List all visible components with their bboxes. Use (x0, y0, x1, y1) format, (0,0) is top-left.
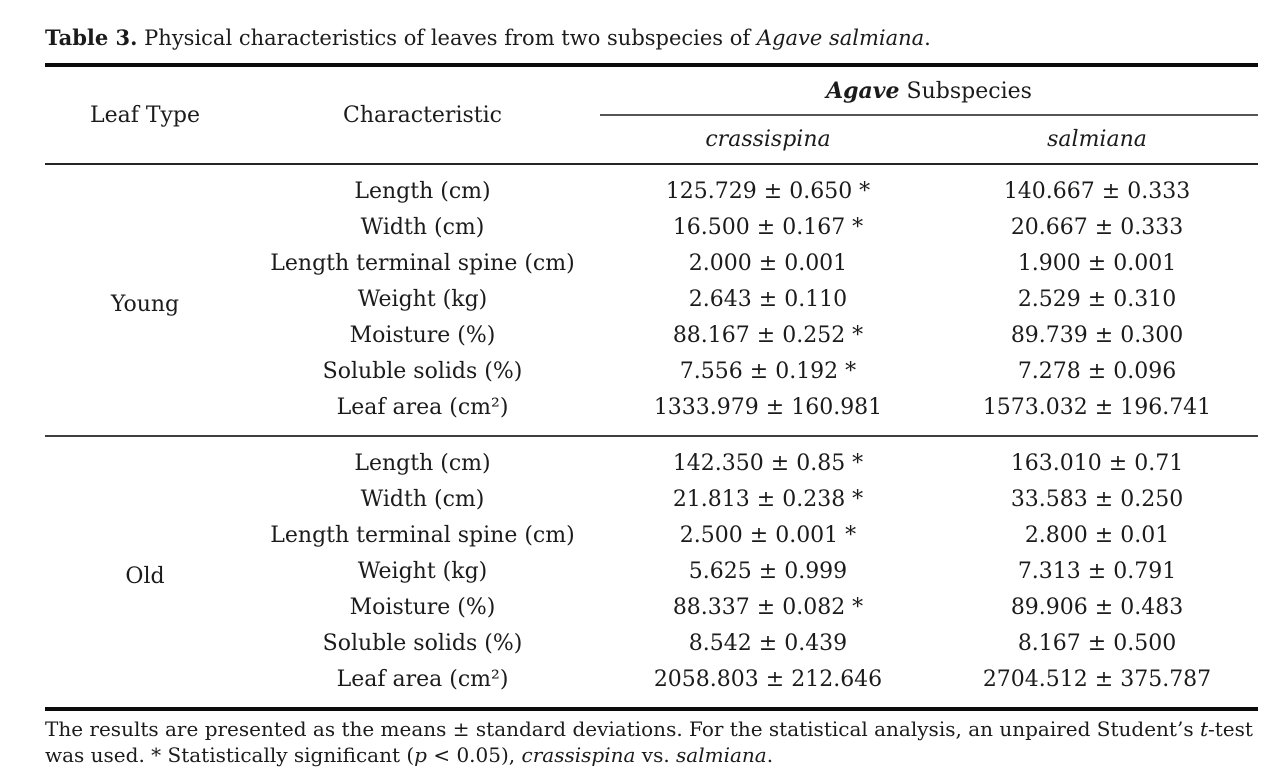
footnote-text: . (766, 743, 774, 767)
value-cell-salmiana: 140.667 ± 0.333 (1003, 179, 1191, 204)
value-cell-crassispina: 88.167 ± 0.252 * (672, 323, 864, 348)
table-row: Width (cm) 16.500 ± 0.167 * 20.667 ± 0.3… (45, 210, 1258, 246)
table-row: Moisture (%) 88.337 ± 0.082 * 89.906 ± 0… (45, 590, 1258, 626)
leaf-type-cell: Young (110, 291, 180, 317)
header-row-subspecies: crassispina salmiana (45, 115, 1259, 165)
value-cell-salmiana: 1573.032 ± 196.741 (982, 395, 1212, 420)
footnote-text: vs. (635, 743, 677, 767)
table-row: Moisture (%) 88.167 ± 0.252 * 89.739 ± 0… (45, 318, 1258, 354)
section-old: Old Length (cm) 142.350 ± 0.85 * 163.010… (45, 436, 1258, 709)
header-characteristic: Characteristic (245, 65, 600, 165)
characteristic-cell: Moisture (%) (349, 323, 496, 348)
characteristic-cell: Leaf area (cm²) (336, 395, 509, 420)
value-cell-crassispina: 1333.979 ± 160.981 (653, 395, 883, 420)
characteristic-cell: Width (cm) (360, 215, 485, 240)
value-cell-salmiana: 7.278 ± 0.096 (1017, 359, 1177, 384)
value-cell-salmiana: 7.313 ± 0.791 (1017, 559, 1177, 584)
characteristic-cell: Weight (kg) (357, 287, 488, 312)
characteristic-cell: Length terminal spine (cm) (270, 251, 575, 276)
value-cell-salmiana: 163.010 ± 0.71 (1010, 451, 1184, 476)
table-row: Length terminal spine (cm) 2.500 ± 0.001… (45, 518, 1258, 554)
value-cell-crassispina: 5.625 ± 0.999 (688, 559, 848, 584)
table-row: Weight (kg) 2.643 ± 0.110 2.529 ± 0.310 (45, 282, 1258, 318)
value-cell-crassispina: 88.337 ± 0.082 * (672, 595, 864, 620)
table-row: Soluble solids (%) 8.542 ± 0.439 8.167 ±… (45, 626, 1258, 662)
value-cell-salmiana: 2704.512 ± 375.787 (982, 667, 1212, 692)
table-row: Weight (kg) 5.625 ± 0.999 7.313 ± 0.791 (45, 554, 1258, 590)
table-row: Length terminal spine (cm) 2.000 ± 0.001… (45, 246, 1258, 282)
characteristic-cell: Length (cm) (354, 451, 491, 476)
characteristic-cell: Length (cm) (354, 179, 491, 204)
table-row: Old Length (cm) 142.350 ± 0.85 * 163.010… (45, 436, 1258, 589)
header-row-group: Leaf Type Characteristic Agave Subspecie… (45, 65, 1259, 165)
footnote-p-symbol: p (414, 743, 427, 767)
value-cell-salmiana: 89.739 ± 0.300 (1010, 323, 1184, 348)
value-cell-crassispina: 125.729 ± 0.650 * (665, 179, 871, 204)
table-row: Width (cm) 21.813 ± 0.238 * 33.583 ± 0.2… (45, 482, 1258, 518)
value-cell-salmiana: 2.800 ± 0.01 (1024, 523, 1170, 548)
table-caption: Table 3. Physical characteristics of lea… (45, 24, 1258, 52)
header-subspecies-word: Subspecies (899, 78, 1032, 104)
caption-species: Agave salmiana (756, 26, 925, 50)
table-row: Leaf area (cm²) 2058.803 ± 212.646 2704.… (45, 662, 1258, 709)
characteristic-cell: Soluble solids (%) (322, 359, 523, 384)
characteristic-cell: Length terminal spine (cm) (270, 523, 575, 548)
characteristic-cell: Width (cm) (360, 487, 485, 512)
characteristic-cell: Weight (kg) (357, 559, 488, 584)
value-cell-crassispina: 8.542 ± 0.439 (688, 631, 848, 656)
footnote-text: < 0.05), (426, 743, 522, 767)
value-cell-crassispina: 7.556 ± 0.192 * (679, 359, 857, 384)
characteristic-cell: Moisture (%) (349, 595, 496, 620)
value-cell-salmiana: 8.167 ± 0.500 (1017, 631, 1177, 656)
value-cell-crassispina: 21.813 ± 0.238 * (672, 487, 864, 512)
header-crassispina: crassispina (600, 115, 936, 165)
value-cell-crassispina: 142.350 ± 0.85 * (672, 451, 864, 476)
section-young: Young Length (cm) 125.729 ± 0.650 * 140.… (45, 164, 1259, 436)
leaf-type-cell: Old (125, 563, 165, 589)
characteristic-cell: Soluble solids (%) (322, 631, 523, 656)
footnote-crassispina: crassispina (521, 743, 636, 767)
table-row: Leaf area (cm²) 1333.979 ± 160.981 1573.… (45, 390, 1258, 436)
footnote-salmiana: salmiana (676, 743, 767, 767)
footnote-text: The results are presented as the means ±… (45, 717, 1200, 741)
header-leaf-type: Leaf Type (45, 65, 245, 165)
value-cell-crassispina: 16.500 ± 0.167 * (672, 215, 864, 240)
value-cell-crassispina: 2.500 ± 0.001 * (679, 523, 857, 548)
table-row: Young Length (cm) 125.729 ± 0.650 * 140.… (45, 164, 1258, 317)
header-salmiana: salmiana (936, 115, 1259, 165)
header-subspecies-genus: Agave (826, 77, 900, 104)
value-cell-crassispina: 2.000 ± 0.001 (688, 251, 848, 276)
header-subspecies-group: Agave Subspecies (600, 65, 1259, 116)
value-cell-salmiana: 20.667 ± 0.333 (1010, 215, 1184, 240)
value-cell-salmiana: 1.900 ± 0.001 (1017, 251, 1177, 276)
value-cell-crassispina: 2058.803 ± 212.646 (653, 667, 883, 692)
caption-period: . (924, 26, 931, 50)
caption-text: Physical characteristics of leaves from … (137, 26, 757, 50)
table-row: Soluble solids (%) 7.556 ± 0.192 * 7.278… (45, 354, 1258, 390)
footnote-t-symbol: t (1199, 717, 1208, 741)
value-cell-salmiana: 2.529 ± 0.310 (1017, 287, 1177, 312)
footnote-text: -test was used. * Statistically signific… (45, 717, 1253, 767)
characteristics-table: Leaf Type Characteristic Agave Subspecie… (45, 63, 1259, 711)
characteristic-cell: Leaf area (cm²) (336, 667, 509, 692)
value-cell-salmiana: 89.906 ± 0.483 (1010, 595, 1184, 620)
table-footnote: The results are presented as the means ±… (45, 716, 1258, 768)
table-header: Leaf Type Characteristic Agave Subspecie… (45, 65, 1259, 165)
value-cell-crassispina: 2.643 ± 0.110 (688, 287, 848, 312)
caption-label: Table 3. (45, 25, 138, 50)
value-cell-salmiana: 33.583 ± 0.250 (1010, 487, 1184, 512)
